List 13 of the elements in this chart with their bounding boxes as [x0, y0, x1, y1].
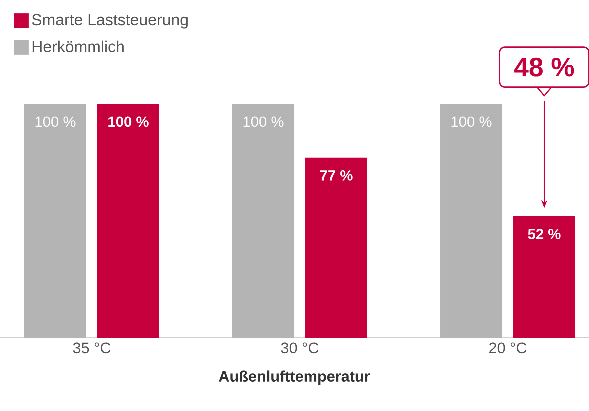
x-tick-label: 20 °C: [490, 342, 527, 354]
text: 48 %: [514, 58, 574, 77]
data-label: 100 %: [244, 116, 284, 128]
data-label: 100 %: [36, 116, 76, 128]
x-tick-label: 35 °C: [73, 342, 111, 354]
x-axis-title: Außenlufttemperatur: [219, 370, 370, 386]
data-label: 77 %: [320, 170, 353, 181]
data-label: 100 %: [108, 116, 149, 128]
x-tick-label: 30 °C: [281, 342, 319, 354]
data-label: 100 %: [452, 116, 492, 128]
legend-label: Smarte Laststeuerung: [32, 14, 188, 29]
legend-label: Herkömmlich: [32, 40, 124, 53]
data-label: 52 %: [528, 229, 561, 240]
